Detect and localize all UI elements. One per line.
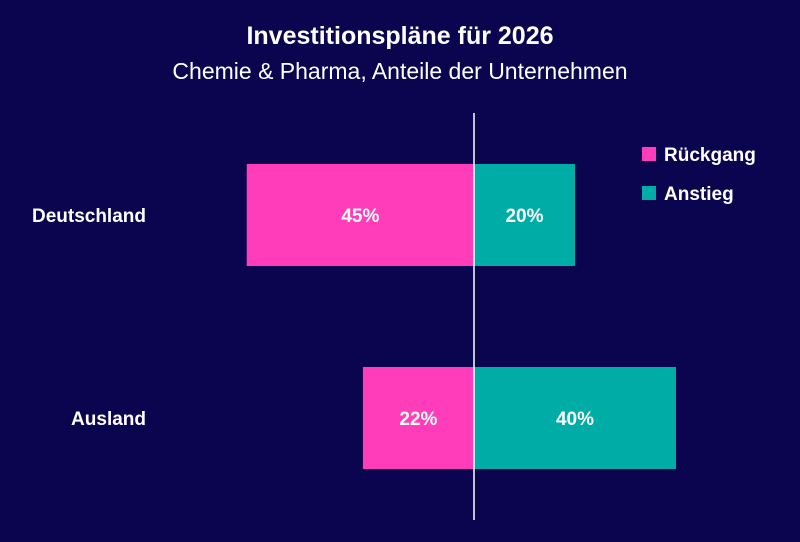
legend-label: Rückgang (664, 145, 756, 166)
labels-group: Deutschland 45% 20% Ausland 22% 40% (32, 206, 594, 430)
bar-value-label: 22% (399, 409, 437, 430)
bars-group (246, 164, 676, 469)
bar-rueckgang (246, 164, 474, 266)
bar-value-label: 45% (341, 206, 379, 227)
bar-value-label: 40% (556, 409, 594, 430)
category-label: Ausland (71, 409, 146, 430)
bar-rueckgang (362, 367, 474, 469)
legend-swatch (642, 147, 656, 161)
bar-anstieg (474, 164, 575, 266)
legend: Rückgang Anstieg (642, 145, 756, 205)
bar-anstieg (474, 367, 676, 469)
legend-label: Anstieg (664, 184, 734, 205)
category-label: Deutschland (32, 206, 146, 227)
chart-title: Investitionspläne für 2026 (246, 22, 553, 50)
chart-subtitle: Chemie & Pharma, Anteile der Unternehmen (172, 58, 627, 84)
legend-swatch (642, 186, 656, 200)
bar-value-label: 20% (505, 206, 543, 227)
